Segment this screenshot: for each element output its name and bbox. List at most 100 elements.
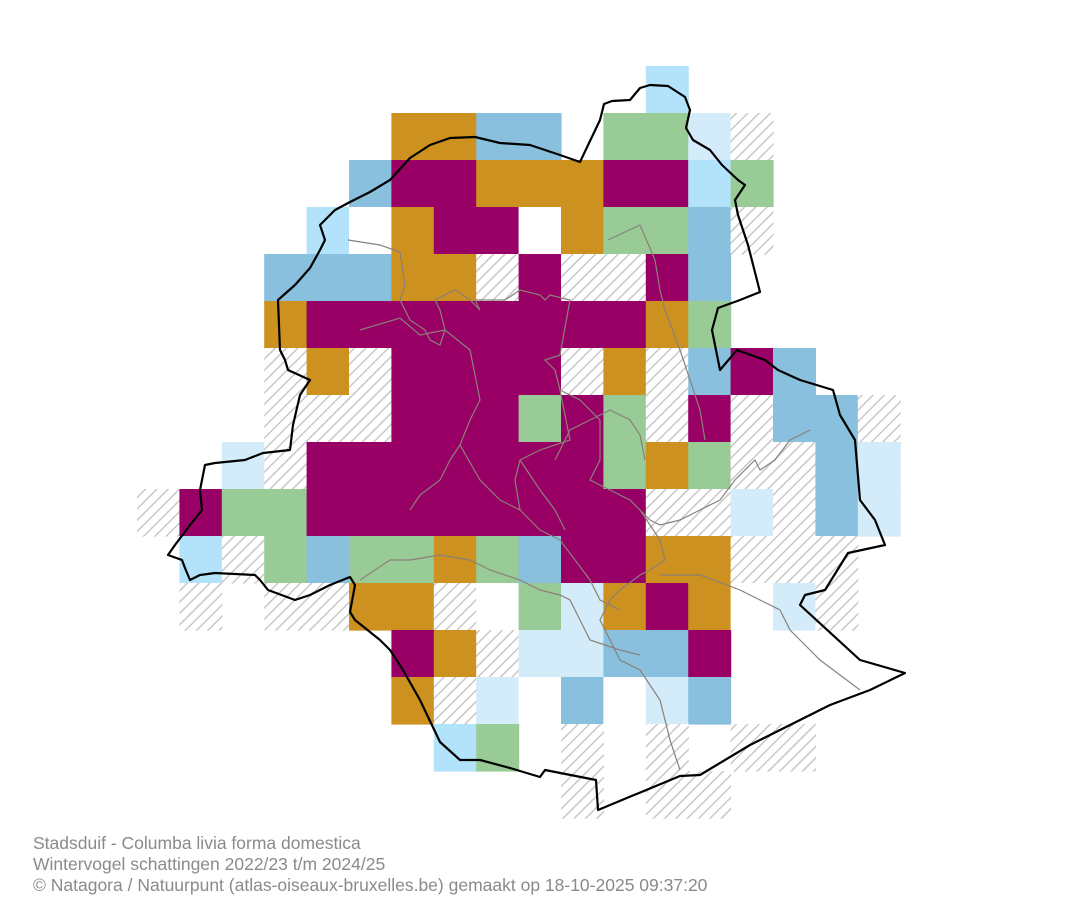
grid-cell [645, 254, 689, 302]
copyright-line: © Natagora / Natuurpunt (atlas-oiseaux-b… [33, 875, 708, 895]
grid-cell [518, 442, 562, 490]
grid-cell [391, 583, 435, 631]
grid-cell [688, 395, 732, 443]
grid-cell [645, 348, 689, 396]
grid-cell [391, 254, 435, 302]
grid-cell [476, 301, 520, 349]
grid-cell [603, 442, 647, 490]
grid-cell [688, 630, 732, 678]
grid-cell [518, 536, 562, 584]
grid-cell [773, 489, 816, 537]
grid-cell [561, 160, 604, 208]
grid-cell [349, 395, 392, 443]
grid-cell [645, 536, 689, 584]
grid-cell [603, 254, 647, 302]
grid-cell [476, 677, 520, 725]
grid-cell [306, 536, 350, 584]
grid-cell [433, 395, 477, 443]
grid-cell [645, 771, 689, 819]
grid-cell [603, 677, 647, 725]
grid-cell [603, 348, 647, 396]
grid-cell [603, 207, 647, 255]
grid-cell [645, 442, 689, 490]
grid-cell [561, 536, 604, 584]
grid-cell [730, 160, 774, 208]
grid-cell [433, 677, 477, 725]
grid-cell [518, 395, 562, 443]
grid-cell [773, 583, 816, 631]
grid-cell [391, 630, 435, 678]
grid-cell [349, 301, 392, 349]
grid-cell [688, 301, 732, 349]
grid-cell [349, 254, 392, 302]
grid-cell [391, 207, 435, 255]
survey-period: Wintervogel schattingen 2022/23 t/m 2024… [33, 854, 386, 874]
grid-cell [476, 395, 520, 443]
grid-cell [264, 536, 308, 584]
grid-cell [476, 630, 520, 678]
grid-cell [137, 489, 180, 537]
map-caption: Stadsduif - Columba livia forma domestic… [33, 833, 707, 896]
grid-cell [433, 254, 477, 302]
region-outline [166, 83, 907, 812]
grid-cell [561, 207, 604, 255]
grid-cell [688, 348, 732, 396]
grid-cell [264, 395, 308, 443]
grid-cell [306, 489, 350, 537]
grid-cell [306, 301, 350, 349]
grid-cell [688, 442, 732, 490]
grid-cell [433, 301, 477, 349]
grid-cell [688, 254, 732, 302]
grid-cell [603, 583, 647, 631]
grid-cell [645, 630, 689, 678]
grid-cell [221, 442, 265, 490]
grid-cell [391, 160, 435, 208]
grid-cell [773, 395, 816, 443]
grid-cell [476, 160, 520, 208]
grid-cell [688, 113, 732, 161]
grid-cell [561, 583, 604, 631]
grid-cell [561, 724, 604, 772]
grid-cell [476, 113, 520, 161]
grid-cell [221, 536, 265, 584]
grid-cell [433, 160, 477, 208]
grid-cell [561, 677, 604, 725]
grid-cell [179, 583, 223, 631]
grid-cell [730, 113, 774, 161]
grid-cell [264, 442, 308, 490]
grid-cell [815, 536, 859, 584]
grid-cell [815, 442, 859, 490]
grid-cell [476, 536, 520, 584]
grid-cell [518, 348, 562, 396]
grid-cell [349, 348, 392, 396]
grid-cell [476, 442, 520, 490]
grid-cell [518, 301, 562, 349]
grid-cell [730, 395, 774, 443]
grid-cell [561, 630, 604, 678]
grid-cell [476, 254, 520, 302]
grid-cell [815, 489, 859, 537]
grid-cell [603, 301, 647, 349]
commune-boundaries [347, 224, 861, 771]
grid-cell [773, 724, 816, 772]
grid-cell [179, 536, 223, 584]
grid-cell [518, 489, 562, 537]
grid-cell [433, 724, 477, 772]
grid-cell [433, 207, 477, 255]
grid-cell [645, 301, 689, 349]
grid-cells [137, 66, 901, 819]
grid-cell [391, 395, 435, 443]
grid-cell [476, 348, 520, 396]
grid-cell [306, 348, 350, 396]
species-title: Stadsduif - Columba livia forma domestic… [33, 833, 361, 853]
grid-cell [349, 489, 392, 537]
grid-cell [518, 254, 562, 302]
grid-cell [603, 489, 647, 537]
grid-cell [518, 583, 562, 631]
grid-cell [433, 442, 477, 490]
grid-cell [391, 301, 435, 349]
grid-cell [730, 583, 774, 631]
grid-cell [561, 489, 604, 537]
grid-cell [476, 207, 520, 255]
